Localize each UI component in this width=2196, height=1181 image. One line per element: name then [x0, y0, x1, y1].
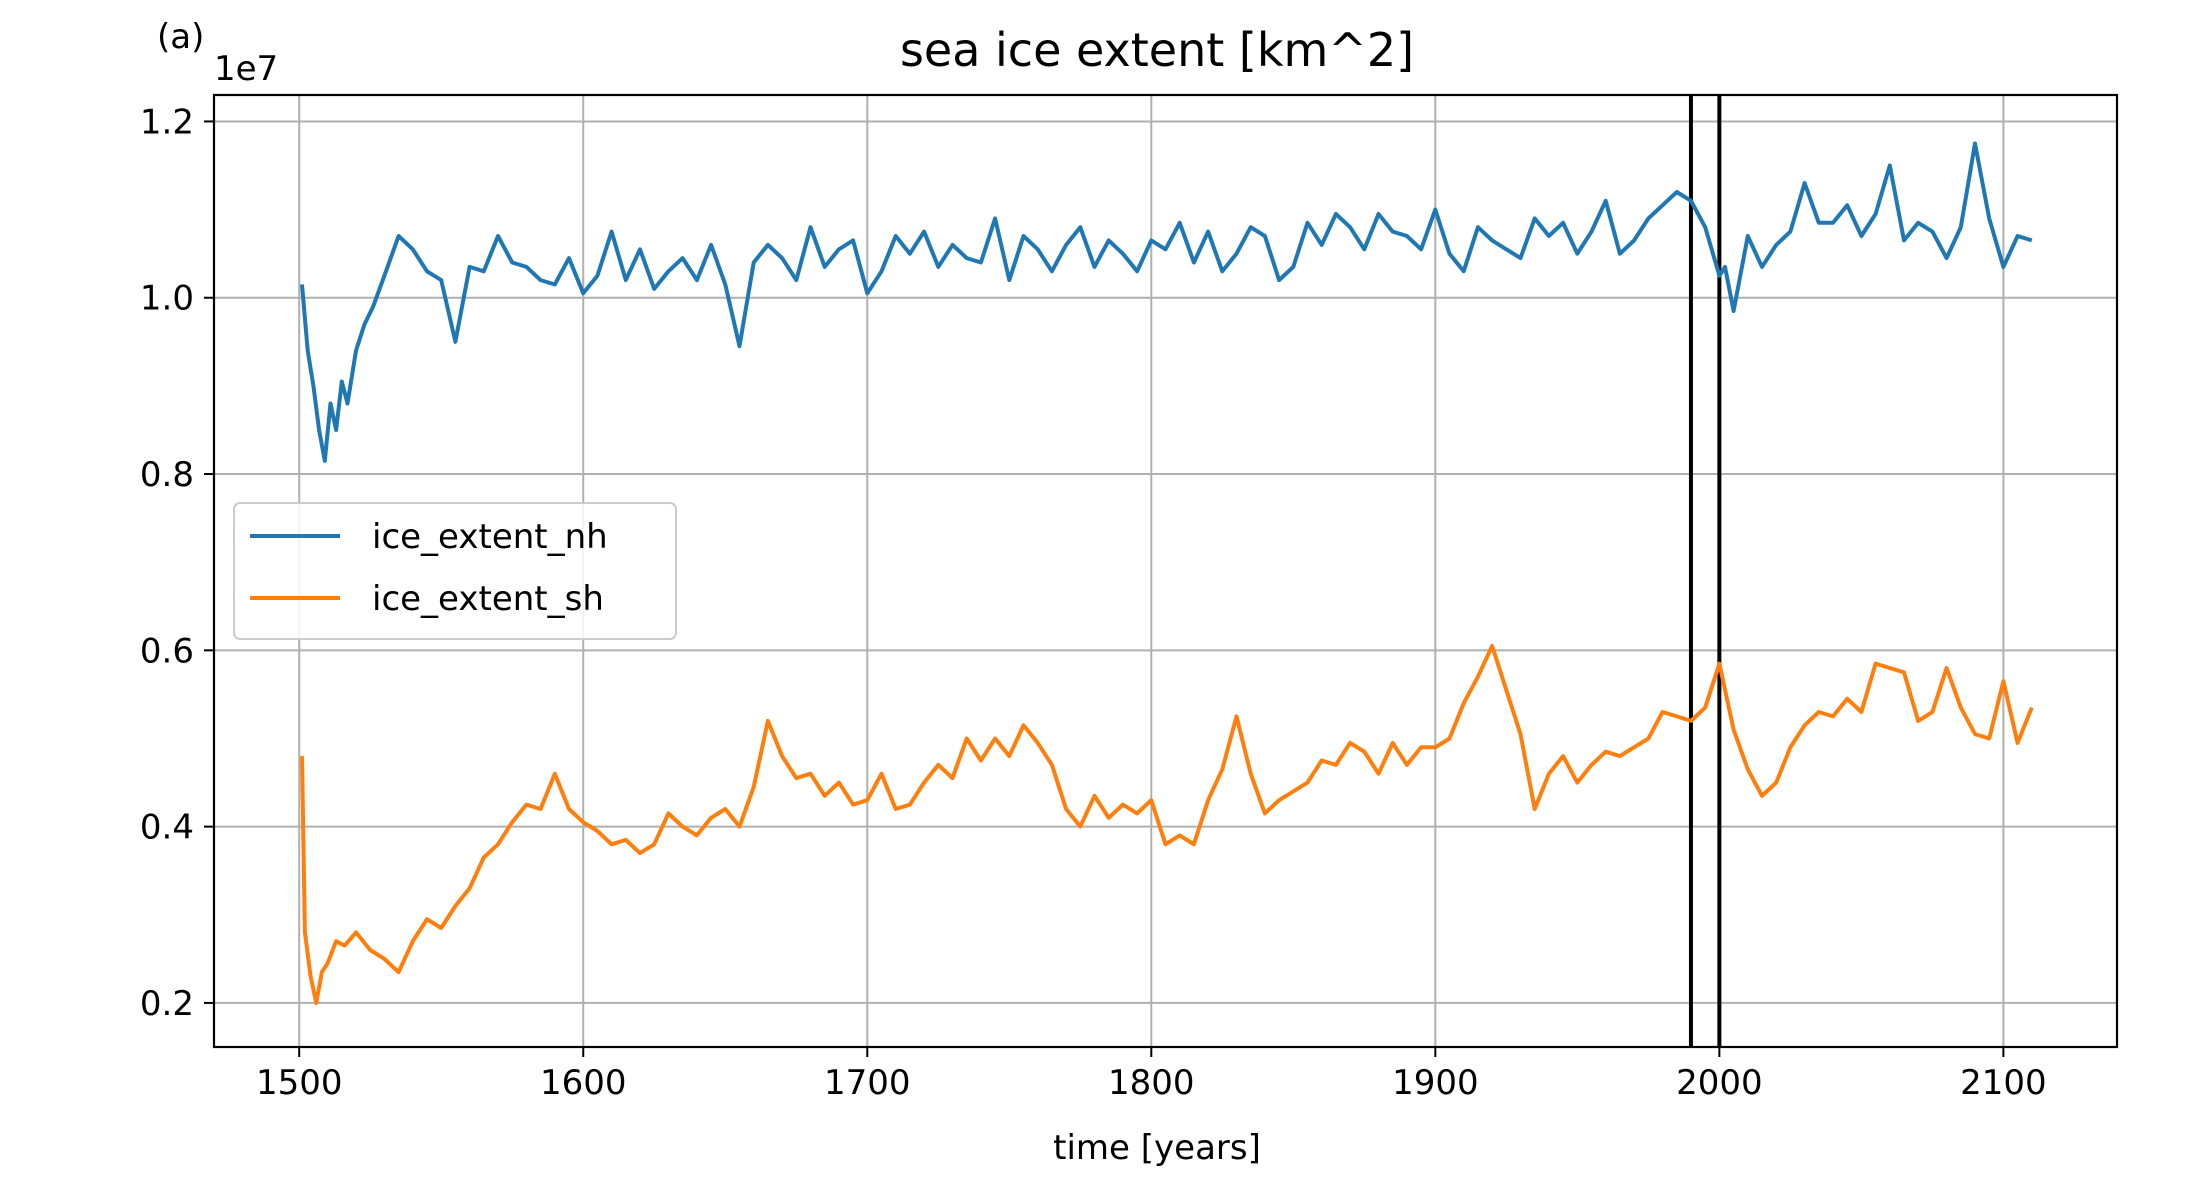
y-offset-label: 1e7 [214, 49, 278, 89]
chart-title: sea ice extent [km^2] [900, 23, 1414, 77]
legend-label-nh: ice_extent_nh [372, 517, 608, 557]
series-line-nh [300, 141, 2033, 463]
y-axis-ticks: 0.2 0.4 0.6 0.8 1.0 1.2 [140, 102, 214, 1024]
y-tick-label: 0.8 [140, 455, 194, 495]
x-axis-ticks: 1500 1600 1700 1800 1900 2000 2100 [256, 1047, 2047, 1103]
series-group [300, 141, 2034, 1005]
x-tick-label: 1700 [824, 1063, 911, 1103]
x-tick-label: 1500 [256, 1063, 343, 1103]
x-axis-label: time [years] [1053, 1128, 1261, 1168]
panel-label: (a) [157, 17, 204, 57]
x-tick-label: 1900 [1392, 1063, 1479, 1103]
y-tick-label: 1.0 [140, 279, 194, 319]
y-tick-label: 0.2 [140, 984, 194, 1024]
x-tick-label: 1600 [540, 1063, 627, 1103]
y-tick-label: 0.6 [140, 631, 194, 671]
legend: ice_extent_nh ice_extent_sh [233, 502, 677, 640]
plot-frame [212, 93, 2119, 1049]
y-tick-label: 0.4 [140, 808, 194, 848]
x-tick-label: 2100 [1960, 1063, 2047, 1103]
legend-box [233, 502, 677, 640]
vertical-marker-lines [1688, 95, 1722, 1047]
x-tick-label: 2000 [1676, 1063, 1763, 1103]
legend-label-sh: ice_extent_sh [372, 579, 604, 619]
series-line-sh [300, 643, 2034, 1005]
y-tick-label: 1.2 [140, 102, 194, 142]
x-tick-label: 1800 [1108, 1063, 1195, 1103]
